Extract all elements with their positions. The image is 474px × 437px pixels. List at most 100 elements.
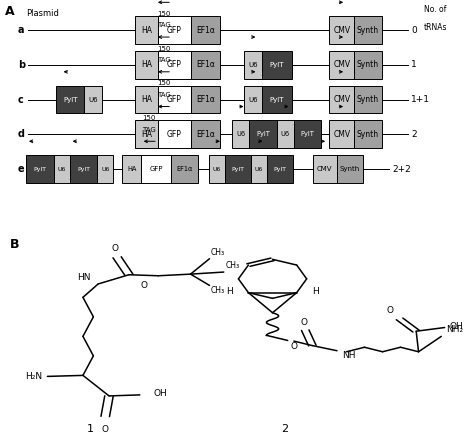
Text: PylT: PylT <box>33 166 46 172</box>
Text: 1: 1 <box>87 424 93 434</box>
Bar <box>135 51 158 79</box>
Text: 150: 150 <box>157 80 170 87</box>
Bar <box>141 155 171 183</box>
Text: 1+1: 1+1 <box>411 95 430 104</box>
Bar <box>54 155 70 183</box>
Bar <box>262 86 292 114</box>
Text: O: O <box>301 318 307 326</box>
Bar <box>277 121 294 148</box>
Text: B: B <box>9 238 19 251</box>
Text: NH₂: NH₂ <box>446 325 463 334</box>
Text: PylT: PylT <box>77 166 90 172</box>
Text: Synth: Synth <box>357 26 379 35</box>
Bar <box>354 86 382 114</box>
Text: O: O <box>111 244 118 253</box>
Text: U6: U6 <box>236 132 246 137</box>
Bar <box>97 155 113 183</box>
Text: CMV: CMV <box>333 95 350 104</box>
Text: No. of: No. of <box>424 5 447 14</box>
Text: GFP: GFP <box>149 166 163 172</box>
Bar <box>249 121 277 148</box>
Text: PylT: PylT <box>231 166 244 172</box>
Text: PylT: PylT <box>256 132 270 137</box>
Text: HA: HA <box>141 130 152 139</box>
Text: U6: U6 <box>57 166 66 172</box>
Bar <box>251 155 267 183</box>
Text: PylT: PylT <box>63 97 77 103</box>
Text: e: e <box>18 164 25 174</box>
Text: GFP: GFP <box>167 26 182 35</box>
Bar <box>267 155 293 183</box>
Bar <box>354 121 382 148</box>
Bar <box>135 86 158 114</box>
Text: EF1α: EF1α <box>196 60 215 69</box>
Bar <box>70 155 97 183</box>
Text: 0: 0 <box>411 26 417 35</box>
Text: O: O <box>102 425 109 434</box>
Text: O: O <box>387 306 394 315</box>
Text: U6: U6 <box>248 62 258 68</box>
Text: Synth: Synth <box>357 130 379 139</box>
Text: CMV: CMV <box>333 130 350 139</box>
Text: OH: OH <box>449 322 463 331</box>
Bar <box>191 16 220 44</box>
Text: b: b <box>18 60 25 70</box>
Bar <box>158 86 191 114</box>
Bar <box>209 155 225 183</box>
Text: GFP: GFP <box>167 130 182 139</box>
Text: U6: U6 <box>89 97 98 103</box>
Bar <box>262 51 292 79</box>
Text: U6: U6 <box>212 166 221 172</box>
Text: 2+2: 2+2 <box>392 165 411 173</box>
Text: d: d <box>18 129 25 139</box>
Text: CMV: CMV <box>333 26 350 35</box>
Text: GFP: GFP <box>167 95 182 104</box>
Text: GFP: GFP <box>167 60 182 69</box>
Text: Synth: Synth <box>357 95 379 104</box>
Text: HA: HA <box>141 60 152 69</box>
Text: U6: U6 <box>248 97 258 103</box>
Text: TAG: TAG <box>156 92 171 98</box>
Bar <box>191 121 220 148</box>
Text: EF1α: EF1α <box>196 95 215 104</box>
Text: PylT: PylT <box>301 132 315 137</box>
Text: U6: U6 <box>255 166 263 172</box>
Text: HA: HA <box>141 95 152 104</box>
Bar <box>225 155 251 183</box>
Text: O: O <box>140 281 147 290</box>
Text: c: c <box>18 94 24 104</box>
Bar <box>329 16 354 44</box>
Bar <box>232 121 249 148</box>
Text: U6: U6 <box>281 132 290 137</box>
Bar <box>329 121 354 148</box>
Bar <box>158 51 191 79</box>
Text: NH: NH <box>342 351 355 360</box>
Text: CH₃: CH₃ <box>226 261 240 271</box>
Text: a: a <box>18 25 25 35</box>
Bar <box>26 155 54 183</box>
Text: PylT: PylT <box>270 62 284 68</box>
Bar <box>56 86 84 114</box>
Text: HN: HN <box>78 273 91 282</box>
Text: H: H <box>312 287 319 295</box>
Bar <box>354 16 382 44</box>
Text: HA: HA <box>127 166 137 172</box>
Bar <box>84 86 102 114</box>
Bar <box>135 16 158 44</box>
Bar <box>329 86 354 114</box>
Text: HA: HA <box>141 26 152 35</box>
Bar <box>191 51 220 79</box>
Text: O: O <box>290 342 297 351</box>
Text: EF1α: EF1α <box>176 166 192 172</box>
Bar <box>244 51 262 79</box>
Bar <box>191 86 220 114</box>
Text: 1: 1 <box>411 60 417 69</box>
Bar <box>244 86 262 114</box>
Text: EF1α: EF1α <box>196 130 215 139</box>
Bar <box>135 121 158 148</box>
Text: H: H <box>227 287 233 295</box>
Text: 2: 2 <box>281 424 288 434</box>
Bar <box>158 16 191 44</box>
Text: PylT: PylT <box>270 97 284 103</box>
Text: Synth: Synth <box>339 166 360 172</box>
